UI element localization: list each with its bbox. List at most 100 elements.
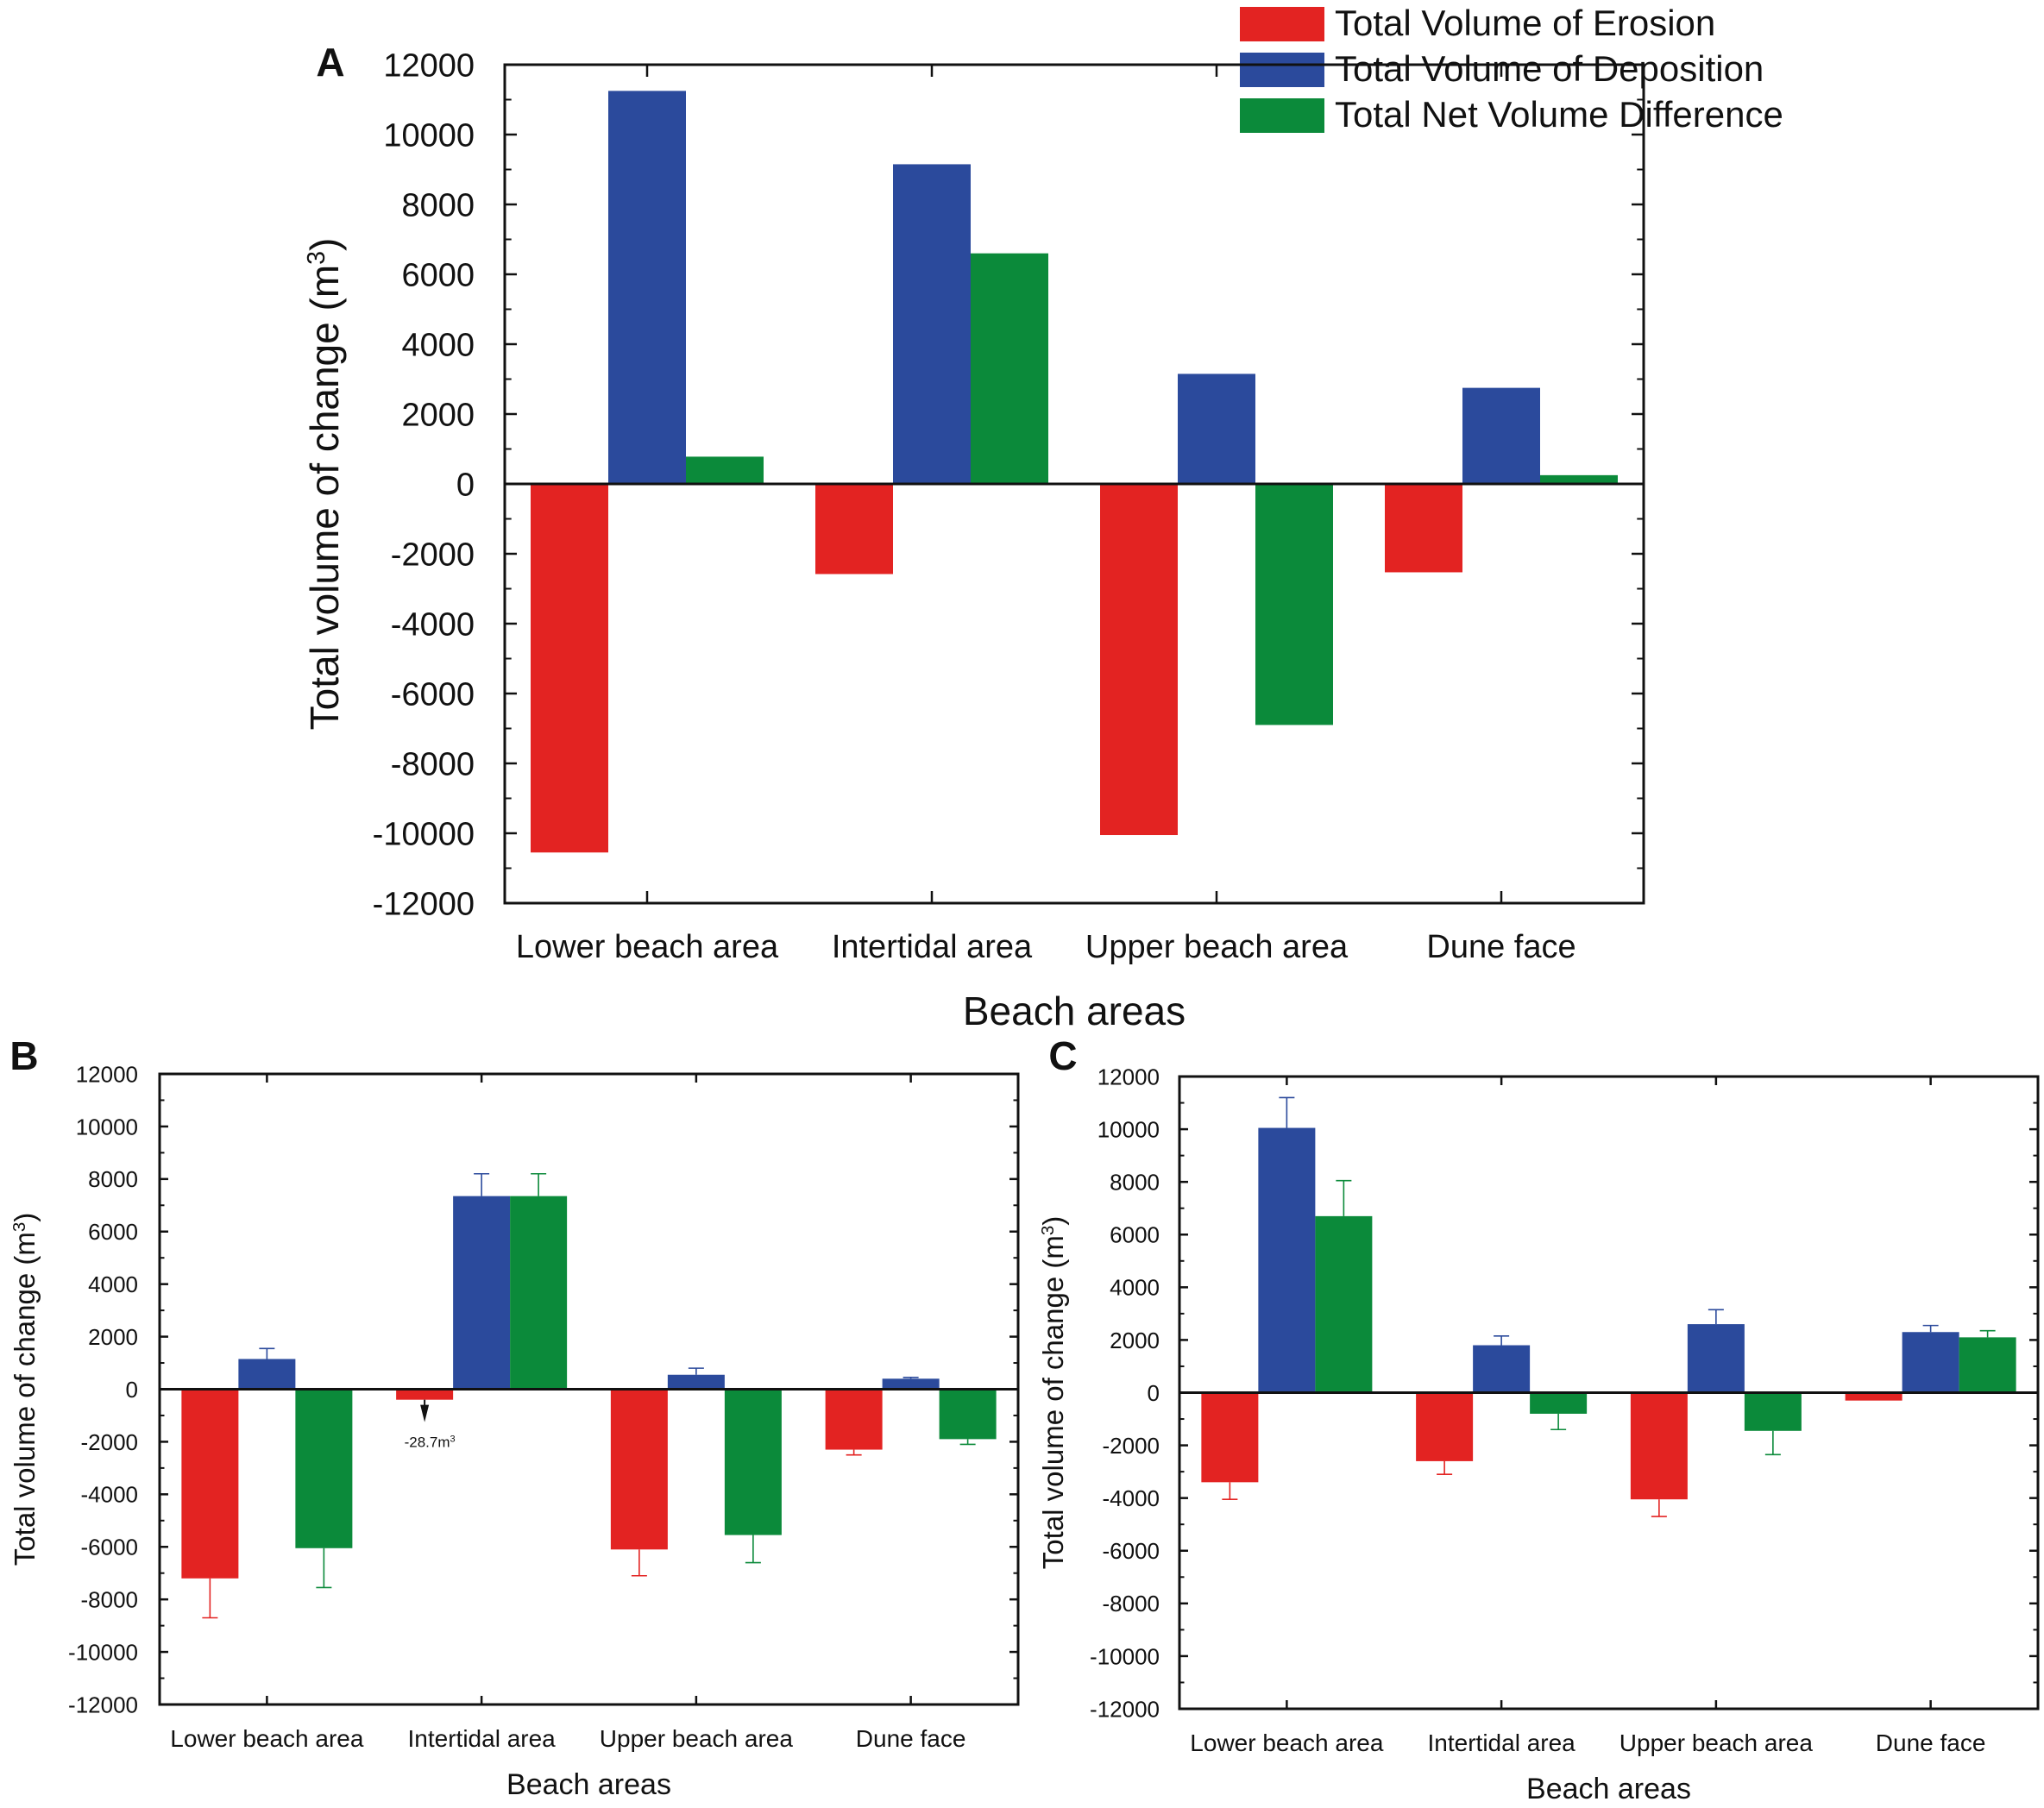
bar-total-volume-of-erosion-intertidal-area [396,1389,454,1400]
y-tick-label: -2000 [1103,1433,1160,1459]
y-tick-label: -12000 [1090,1696,1160,1722]
bar-total-net-volume-difference-upper-beach-area [724,1389,782,1535]
bar-total-volume-of-erosion-intertidal-area [815,484,893,574]
bar-total-net-volume-difference-upper-beach-area [1255,484,1333,725]
legend-swatch-total-volume-of-deposition [1240,53,1324,87]
y-tick-label: 0 [126,1377,138,1403]
y-tick-label: 12000 [76,1061,138,1087]
bar-total-net-volume-difference-lower-beach-area [1315,1215,1373,1393]
y-tick-label: -4000 [81,1482,139,1508]
bar-total-volume-of-erosion-lower-beach-area [1201,1392,1259,1483]
x-tick-label: Dune face [856,1725,966,1752]
y-tick-label: 6000 [1110,1222,1160,1248]
legend-swatch-total-volume-of-erosion [1240,7,1324,41]
y-tick-label: -2000 [391,537,475,574]
y-tick-label: 12000 [1097,1064,1160,1089]
x-axis-label: Beach areas [963,989,1186,1033]
y-tick-label: -6000 [1103,1538,1160,1564]
y-tick-label: 12000 [383,48,475,85]
y-tick-label: 8000 [88,1166,138,1192]
bar-total-net-volume-difference-dune-face [1540,474,1618,484]
y-tick-label: -6000 [81,1535,139,1560]
y-tick-label: 2000 [1110,1328,1160,1353]
x-tick-label: Lower beach area [170,1725,364,1752]
y-axis-label: Total volume of change (m3) [302,238,347,731]
bar-total-volume-of-erosion-upper-beach-area [1630,1392,1688,1500]
bar-total-volume-of-deposition-upper-beach-area [1687,1324,1745,1393]
bar-total-volume-of-deposition-lower-beach-area [238,1359,296,1390]
bar-total-volume-of-erosion-upper-beach-area [610,1389,668,1550]
bar-total-net-volume-difference-lower-beach-area [295,1389,353,1548]
y-tick-label: 4000 [401,328,475,364]
x-tick-label: Upper beach area [600,1725,794,1752]
bar-total-volume-of-deposition-intertidal-area [893,164,971,485]
y-tick-label: -12000 [373,887,475,923]
bar-total-volume-of-erosion-dune-face [1385,484,1462,573]
y-tick-label: -8000 [81,1587,139,1613]
legend-label-total-volume-of-erosion: Total Volume of Erosion [1335,3,1715,43]
bar-total-volume-of-deposition-dune-face [1902,1332,1959,1393]
y-axis-label: Total volume of change (m3) [9,1213,41,1566]
panel-letter: C [1048,1033,1077,1078]
bar-total-volume-of-deposition-lower-beach-area [1258,1127,1316,1393]
y-tick-label: 6000 [88,1219,138,1245]
annotation-label: -28.7m3 [405,1434,456,1451]
panel-letter: A [316,40,344,85]
bar-total-volume-of-deposition-upper-beach-area [1178,374,1255,484]
y-tick-label: 10000 [1097,1116,1160,1142]
x-tick-label: Lower beach area [516,929,779,965]
y-tick-label: 6000 [401,258,475,294]
bar-total-volume-of-erosion-intertidal-area [1416,1392,1474,1461]
x-tick-label: Upper beach area [1085,929,1349,965]
x-tick-label: Intertidal area [408,1725,557,1752]
x-axis-label: Beach areas [1526,1773,1691,1805]
y-tick-label: 2000 [88,1324,138,1350]
legend-swatch-total-net-volume-difference [1240,98,1324,133]
legend: Total Volume of Erosion Total Volume of D… [1199,0,1821,138]
y-axis-label: Total volume of change (m3) [1037,1216,1069,1569]
y-tick-label: 0 [1148,1380,1160,1406]
bar-total-volume-of-erosion-lower-beach-area [181,1389,239,1579]
y-tick-label: 4000 [1110,1275,1160,1301]
annotation-arrow [420,1404,430,1422]
y-tick-label: 8000 [1110,1170,1160,1196]
y-tick-label: -8000 [391,747,475,783]
y-tick-label: -10000 [1090,1643,1160,1669]
x-tick-label: Upper beach area [1619,1730,1814,1756]
y-tick-label: -6000 [391,677,475,713]
bar-total-volume-of-erosion-dune-face [825,1389,883,1450]
bar-total-volume-of-deposition-dune-face [1462,387,1540,484]
panel-b: B 12000 10000 8000 6000 4000 2000 0 -2000 -4000 -6… [9,1033,1020,1801]
x-tick-label: Intertidal area [1428,1730,1576,1756]
legend-label-total-volume-of-deposition: Total Volume of Deposition [1335,48,1764,89]
y-tick-label: 10000 [76,1114,138,1139]
bar-total-volume-of-erosion-upper-beach-area [1100,484,1178,836]
y-tick-label: -4000 [1103,1485,1160,1511]
bar-total-net-volume-difference-intertidal-area [971,253,1048,484]
x-tick-label: Intertidal area [832,929,1033,965]
x-tick-label: Dune face [1426,929,1575,965]
bar-total-net-volume-difference-lower-beach-area [686,456,764,484]
panel-c: C 12000 10000 8000 6000 4000 2000 0 -2000 -4000 -6… [1037,1033,2040,1805]
bar-total-net-volume-difference-upper-beach-area [1744,1392,1802,1431]
y-tick-label: -4000 [391,607,475,643]
x-tick-label: Lower beach area [1190,1730,1384,1756]
bar-total-volume-of-erosion-dune-face [1845,1392,1902,1401]
panel-a: A 12000 10000 8000 6000 4000 2000 0 -2000 -4000 -6… [302,40,1645,1033]
y-tick-label: 4000 [88,1271,138,1297]
bar-total-volume-of-deposition-dune-face [882,1378,940,1390]
y-tick-label: -12000 [68,1692,138,1717]
y-tick-label: 0 [456,468,475,504]
bar-total-net-volume-difference-intertidal-area [1530,1392,1588,1414]
y-tick-label: -10000 [68,1639,138,1665]
bar-total-net-volume-difference-dune-face [939,1389,997,1440]
x-tick-label: Dune face [1876,1730,1986,1756]
bar-total-volume-of-deposition-lower-beach-area [608,91,686,484]
panel-letter: B [9,1033,38,1078]
y-tick-label: -8000 [1103,1591,1160,1617]
bar-total-volume-of-deposition-intertidal-area [1473,1345,1531,1393]
bar-total-net-volume-difference-dune-face [1959,1337,2016,1393]
y-tick-label: 2000 [401,398,475,434]
legend-label-total-net-volume-difference: Total Net Volume Difference [1335,94,1783,135]
